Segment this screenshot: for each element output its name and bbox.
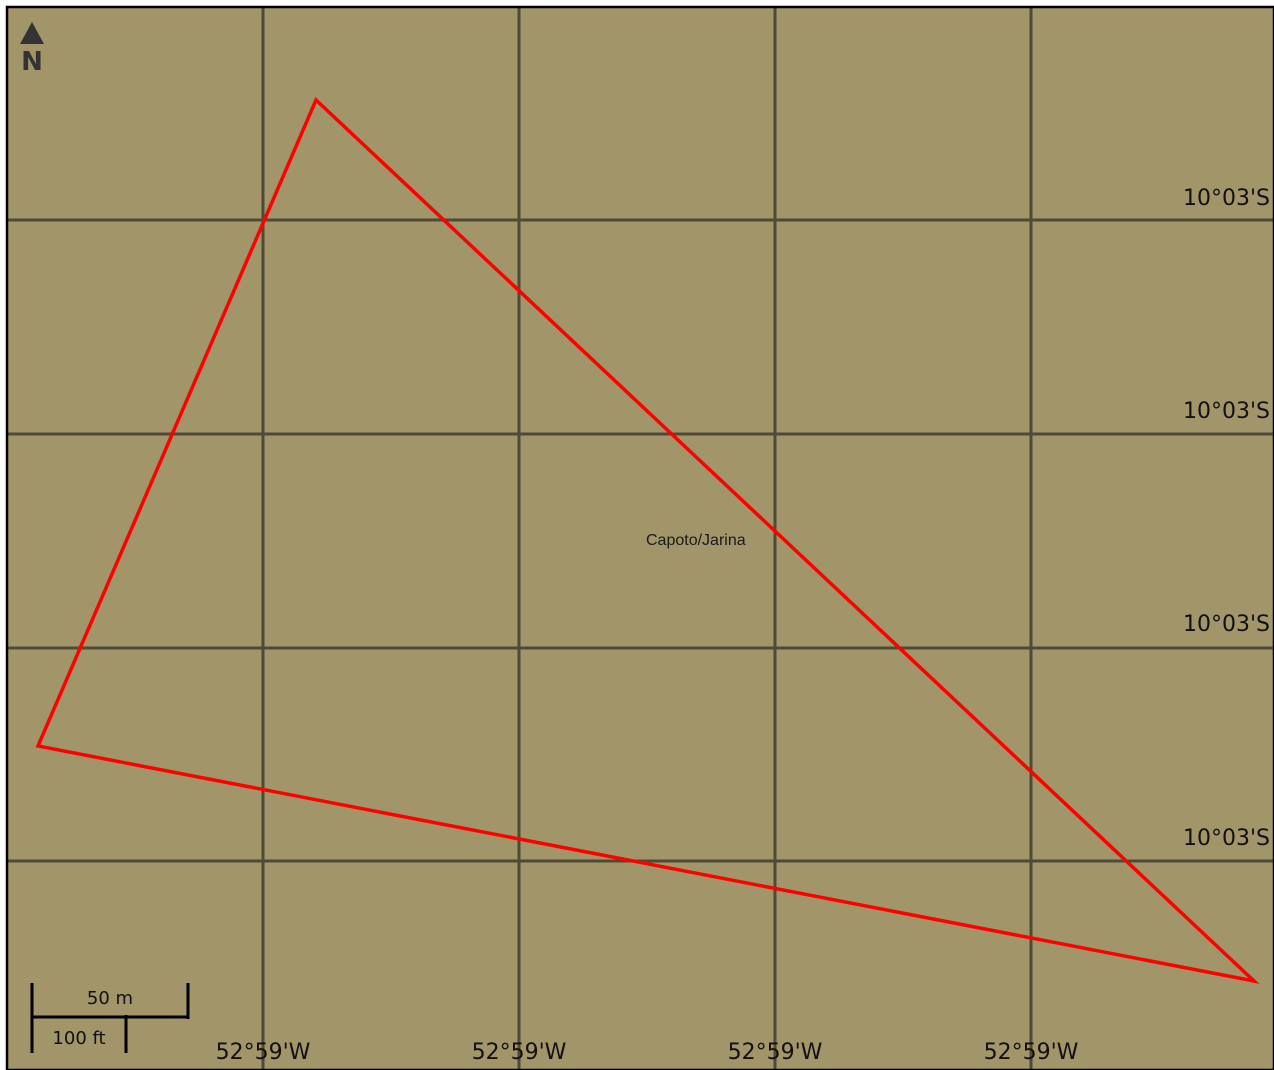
territory-boundary[interactable] [35,97,1260,984]
latitude-label: 10°03'S [1183,612,1270,637]
north-arrow-triangle [20,22,44,44]
scale-metric-label: 50 m [87,988,133,1009]
latitude-label: 10°03'S [1183,399,1270,424]
north-arrow-icon: N [20,22,44,77]
latitude-label: 10°03'S [1183,186,1270,211]
longitude-label: 52°59'W [984,1040,1079,1065]
latitude-label: 10°03'S [1183,826,1270,851]
map-background [7,7,1274,1070]
latitude-gridlines [7,218,1274,863]
place-label: Capoto/Jarina [646,532,746,549]
map-border [5,5,1274,1070]
scale-imperial-label: 100 ft [52,1028,105,1049]
scale-bar: 50 m 100 ft [30,983,190,1053]
longitude-label: 52°59'W [728,1040,823,1065]
longitude-gridlines [261,7,1033,1070]
north-letter: N [21,47,43,77]
longitude-label: 52°59'W [216,1040,311,1065]
longitude-label: 52°59'W [472,1040,567,1065]
